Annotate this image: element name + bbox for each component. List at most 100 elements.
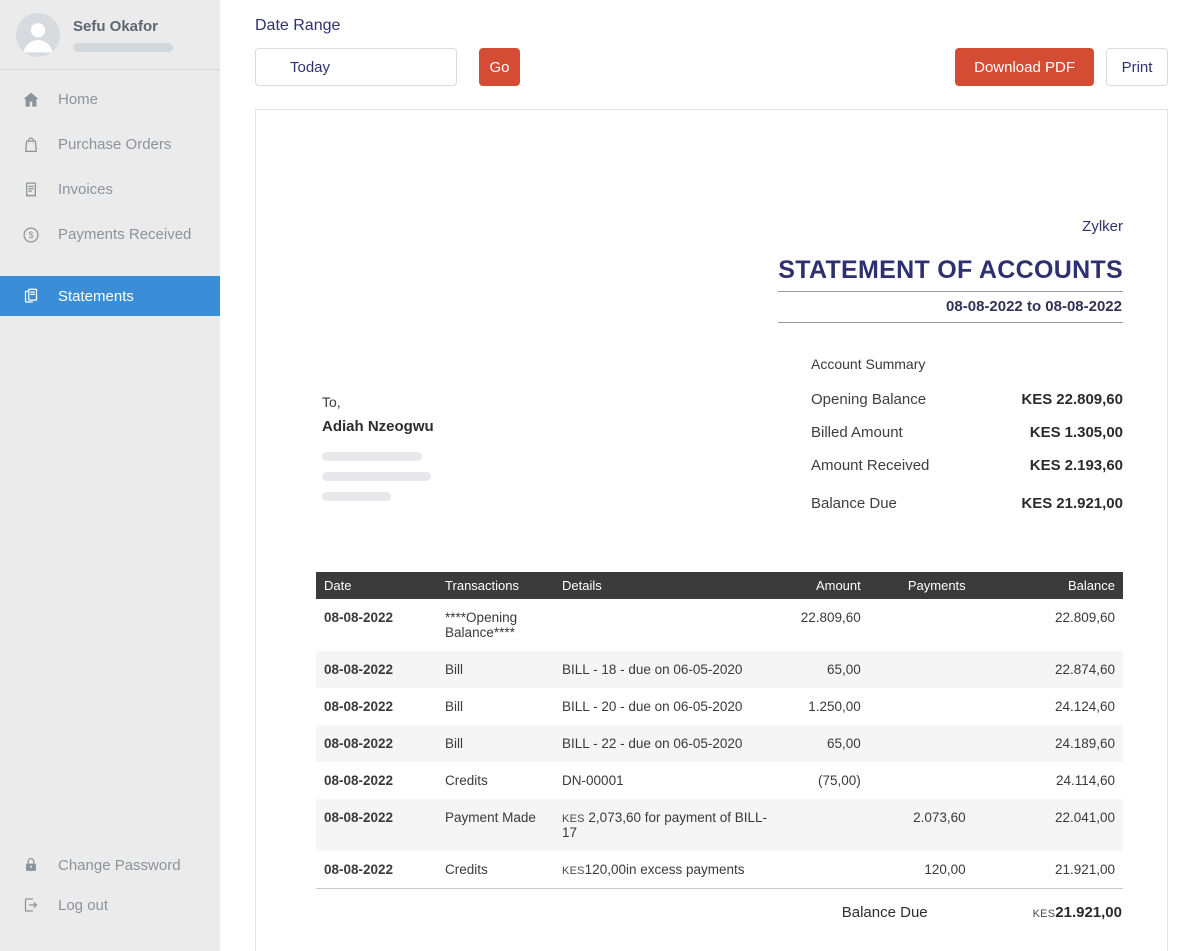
summary-label: Balance Due [811,495,897,512]
table-row: 08-08-2022 Bill BILL - 18 - due on 06-05… [316,651,1123,688]
cell-date: 08-08-2022 [324,662,394,677]
account-summary: Account Summary Opening Balance KES 22.80… [811,356,1123,528]
summary-row: Billed Amount KES 1.305,00 [811,424,1123,441]
table-row: 08-08-2022 Credits DN-00001 (75,00) 24.1… [316,762,1123,799]
footer-balance-due-label: Balance Due [841,904,928,921]
cell-date: 08-08-2022 [324,736,394,751]
svg-text:$: $ [29,230,34,240]
cell-transaction: Payment Made [445,810,536,825]
person-icon [23,22,53,52]
cell-balance: 24.189,60 [1054,736,1115,751]
summary-row: Amount Received KES 2.193,60 [811,457,1123,474]
account-summary-heading: Account Summary [811,356,926,372]
shopping-bag-icon [25,137,37,152]
address-placeholder [322,472,431,481]
company-name: Zylker [1082,218,1123,235]
sidebar-item-logout[interactable]: Log out [0,885,220,925]
dollar-circle-icon: $ [23,226,39,243]
summary-value: KES 2.193,60 [1030,457,1123,474]
summary-row-balance-due: Balance Due KES 21.921,00 [811,495,1123,512]
logout-icon [24,898,38,912]
cell-date: 08-08-2022 [324,610,394,625]
lock-icon [26,858,36,871]
cell-transaction: Bill [445,736,464,751]
table-row: 08-08-2022 Payment Made KES 2,073,60 for… [316,799,1123,851]
cell-balance: 24.114,60 [1055,773,1115,788]
sidebar-item-statements[interactable]: Statements [0,276,220,316]
sidebar-item-invoices[interactable]: Invoices [0,167,220,212]
summary-label: Amount Received [811,457,930,474]
sidebar-item-label: Purchase Orders [58,136,172,153]
sidebar-item-change-password[interactable]: Change Password [0,845,220,885]
table-row: 08-08-2022 ****Opening Balance**** 22.80… [316,599,1123,651]
user-profile: Sefu Okafor [0,0,220,70]
cell-transaction: Bill [445,699,464,714]
sidebar-item-payments-received[interactable]: $ Payments Received [0,212,220,257]
cell-amount: (75,00) [817,773,861,788]
summary-label: Billed Amount [811,424,903,441]
statement-title: STATEMENT OF ACCOUNTS [778,256,1123,292]
sidebar-item-label: Change Password [58,856,181,874]
cell-payments [869,651,974,688]
to-label: To, [322,394,341,410]
cell-date: 08-08-2022 [324,862,394,877]
go-button[interactable]: Go [479,48,520,86]
statement-title-block: STATEMENT OF ACCOUNTS 08-08-2022 to 08-0… [778,256,1123,323]
statement-period: 08-08-2022 to 08-08-2022 [778,292,1123,323]
toolbar: Today Go Download PDF Print [255,48,1168,86]
transactions-table: Date Transactions Details Amount Payment… [316,572,1123,888]
invoice-icon [26,181,36,197]
sidebar-item-label: Invoices [58,181,114,198]
table-footer: Balance Due KES21.921,00 [316,888,1123,921]
currency-code: KES [562,813,585,825]
cell-amount: 1.250,00 [808,699,861,714]
summary-value: KES 22.809,60 [1021,391,1123,408]
currency-code: KES [1021,495,1053,512]
cell-date: 08-08-2022 [324,699,394,714]
currency-code: KES [562,865,585,877]
statements-icon [24,288,38,303]
cell-balance: 24.124,60 [1054,699,1115,714]
cell-amount [776,851,869,888]
cell-amount: 65,00 [826,736,861,751]
table-row: 08-08-2022 Bill BILL - 22 - due on 06-05… [316,725,1123,762]
date-range-select[interactable]: Today [255,48,457,86]
col-header-payments: Payments [868,572,974,599]
cell-details: KES 2,073,60 for payment of BILL-17 [562,810,768,840]
table-header-row: Date Transactions Details Amount Payment… [316,572,1123,599]
table-row: 08-08-2022 Credits KES120,00in excess pa… [316,851,1123,888]
col-header-transactions: Transactions [437,572,555,599]
summary-value: KES 1.305,00 [1030,424,1123,441]
cell-date: 08-08-2022 [324,773,394,788]
recipient-block: To, Adiah Nzeogwu [322,394,434,528]
print-button[interactable]: Print [1106,48,1168,86]
user-meta: Sefu Okafor [73,18,173,52]
cell-amount: 65,00 [826,662,861,677]
summary-amount: 1.305,00 [1064,424,1123,441]
col-header-balance: Balance [973,572,1123,599]
address-placeholder [322,452,422,461]
currency-code: KES [1021,391,1053,408]
sidebar-item-home[interactable]: Home [0,77,220,122]
date-range-value: Today [290,58,331,76]
date-range-label: Date Range [255,17,341,34]
sidebar-item-label: Home [58,91,99,108]
cell-balance: 22.874,60 [1054,662,1115,677]
table-row: 08-08-2022 Bill BILL - 20 - due on 06-05… [316,688,1123,725]
sidebar-item-label: Statements [58,287,134,305]
currency-code: KES [1029,457,1061,474]
address-placeholder [322,492,391,501]
cell-details: DN-00001 [562,773,624,788]
sidebar-item-purchase-orders[interactable]: Purchase Orders [0,122,220,167]
user-name: Sefu Okafor [73,17,159,35]
summary-amount: 2.193,60 [1064,457,1123,474]
cell-payments: 120,00 [924,862,966,877]
cell-payments [869,762,974,799]
cell-details: BILL - 20 - due on 06-05-2020 [562,699,743,714]
statement-document: Zylker STATEMENT OF ACCOUNTS 08-08-2022 … [255,109,1168,951]
cell-transaction: Bill [445,662,464,677]
currency-code: KES [1032,908,1056,920]
download-pdf-button[interactable]: Download PDF [955,48,1094,86]
cell-payments: 2.073,60 [913,810,966,825]
col-header-amount: Amount [775,572,869,599]
